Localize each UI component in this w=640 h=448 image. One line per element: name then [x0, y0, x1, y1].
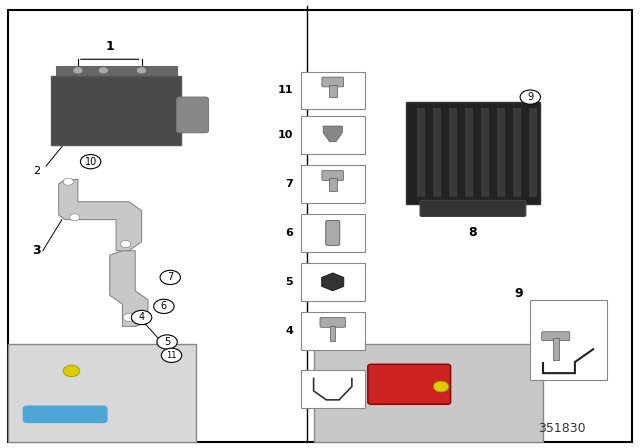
FancyBboxPatch shape [56, 66, 177, 77]
FancyBboxPatch shape [329, 85, 337, 97]
FancyBboxPatch shape [420, 200, 526, 216]
FancyBboxPatch shape [8, 344, 196, 442]
FancyBboxPatch shape [322, 171, 344, 181]
FancyBboxPatch shape [8, 10, 632, 442]
Text: 5: 5 [164, 337, 170, 347]
Circle shape [131, 310, 152, 325]
Circle shape [120, 241, 131, 248]
Text: 10: 10 [84, 157, 97, 167]
Circle shape [63, 178, 74, 185]
Text: 6: 6 [285, 228, 293, 238]
FancyBboxPatch shape [301, 116, 365, 154]
Circle shape [136, 67, 147, 74]
Circle shape [433, 381, 449, 392]
FancyBboxPatch shape [314, 344, 543, 442]
Circle shape [157, 335, 177, 349]
Text: 9: 9 [527, 92, 533, 102]
Circle shape [161, 348, 182, 362]
Polygon shape [59, 180, 141, 251]
FancyBboxPatch shape [513, 108, 520, 197]
FancyBboxPatch shape [481, 108, 488, 197]
FancyBboxPatch shape [449, 108, 456, 197]
FancyBboxPatch shape [320, 318, 346, 327]
FancyBboxPatch shape [330, 326, 335, 340]
Text: 5: 5 [285, 277, 293, 287]
Circle shape [99, 67, 108, 74]
Polygon shape [323, 126, 342, 142]
FancyBboxPatch shape [322, 77, 344, 87]
FancyBboxPatch shape [433, 108, 440, 197]
Polygon shape [109, 251, 148, 327]
Text: 4: 4 [285, 326, 293, 336]
FancyBboxPatch shape [301, 312, 365, 350]
Circle shape [63, 365, 80, 377]
Circle shape [520, 90, 540, 104]
Text: 4: 4 [138, 313, 145, 323]
FancyBboxPatch shape [541, 332, 570, 340]
Text: 9: 9 [515, 287, 523, 300]
Text: 7: 7 [285, 179, 293, 189]
Text: 6: 6 [161, 302, 167, 311]
FancyBboxPatch shape [326, 220, 340, 246]
Text: 11: 11 [278, 86, 293, 95]
Circle shape [81, 155, 100, 169]
Circle shape [73, 67, 83, 74]
FancyBboxPatch shape [406, 102, 540, 204]
FancyBboxPatch shape [301, 72, 365, 109]
FancyBboxPatch shape [531, 300, 607, 380]
Text: 7: 7 [167, 272, 173, 282]
Circle shape [160, 270, 180, 284]
Text: 10: 10 [278, 130, 293, 140]
FancyBboxPatch shape [529, 108, 537, 197]
FancyBboxPatch shape [51, 76, 181, 145]
FancyBboxPatch shape [301, 370, 365, 408]
Text: 8: 8 [468, 226, 477, 239]
FancyBboxPatch shape [465, 108, 472, 197]
FancyBboxPatch shape [301, 263, 365, 301]
Circle shape [70, 214, 80, 221]
Text: 1: 1 [106, 39, 114, 52]
Text: 3: 3 [32, 244, 41, 257]
Polygon shape [322, 273, 344, 291]
FancyBboxPatch shape [497, 108, 504, 197]
FancyBboxPatch shape [24, 406, 106, 422]
FancyBboxPatch shape [177, 97, 209, 133]
Circle shape [123, 314, 134, 322]
FancyBboxPatch shape [301, 214, 365, 252]
FancyBboxPatch shape [417, 108, 424, 197]
Text: 2: 2 [33, 166, 40, 176]
FancyBboxPatch shape [552, 338, 559, 360]
FancyBboxPatch shape [329, 178, 337, 190]
FancyBboxPatch shape [368, 364, 451, 404]
FancyBboxPatch shape [301, 165, 365, 203]
Text: 351830: 351830 [538, 422, 586, 435]
Circle shape [154, 299, 174, 314]
Text: 11: 11 [166, 351, 177, 360]
